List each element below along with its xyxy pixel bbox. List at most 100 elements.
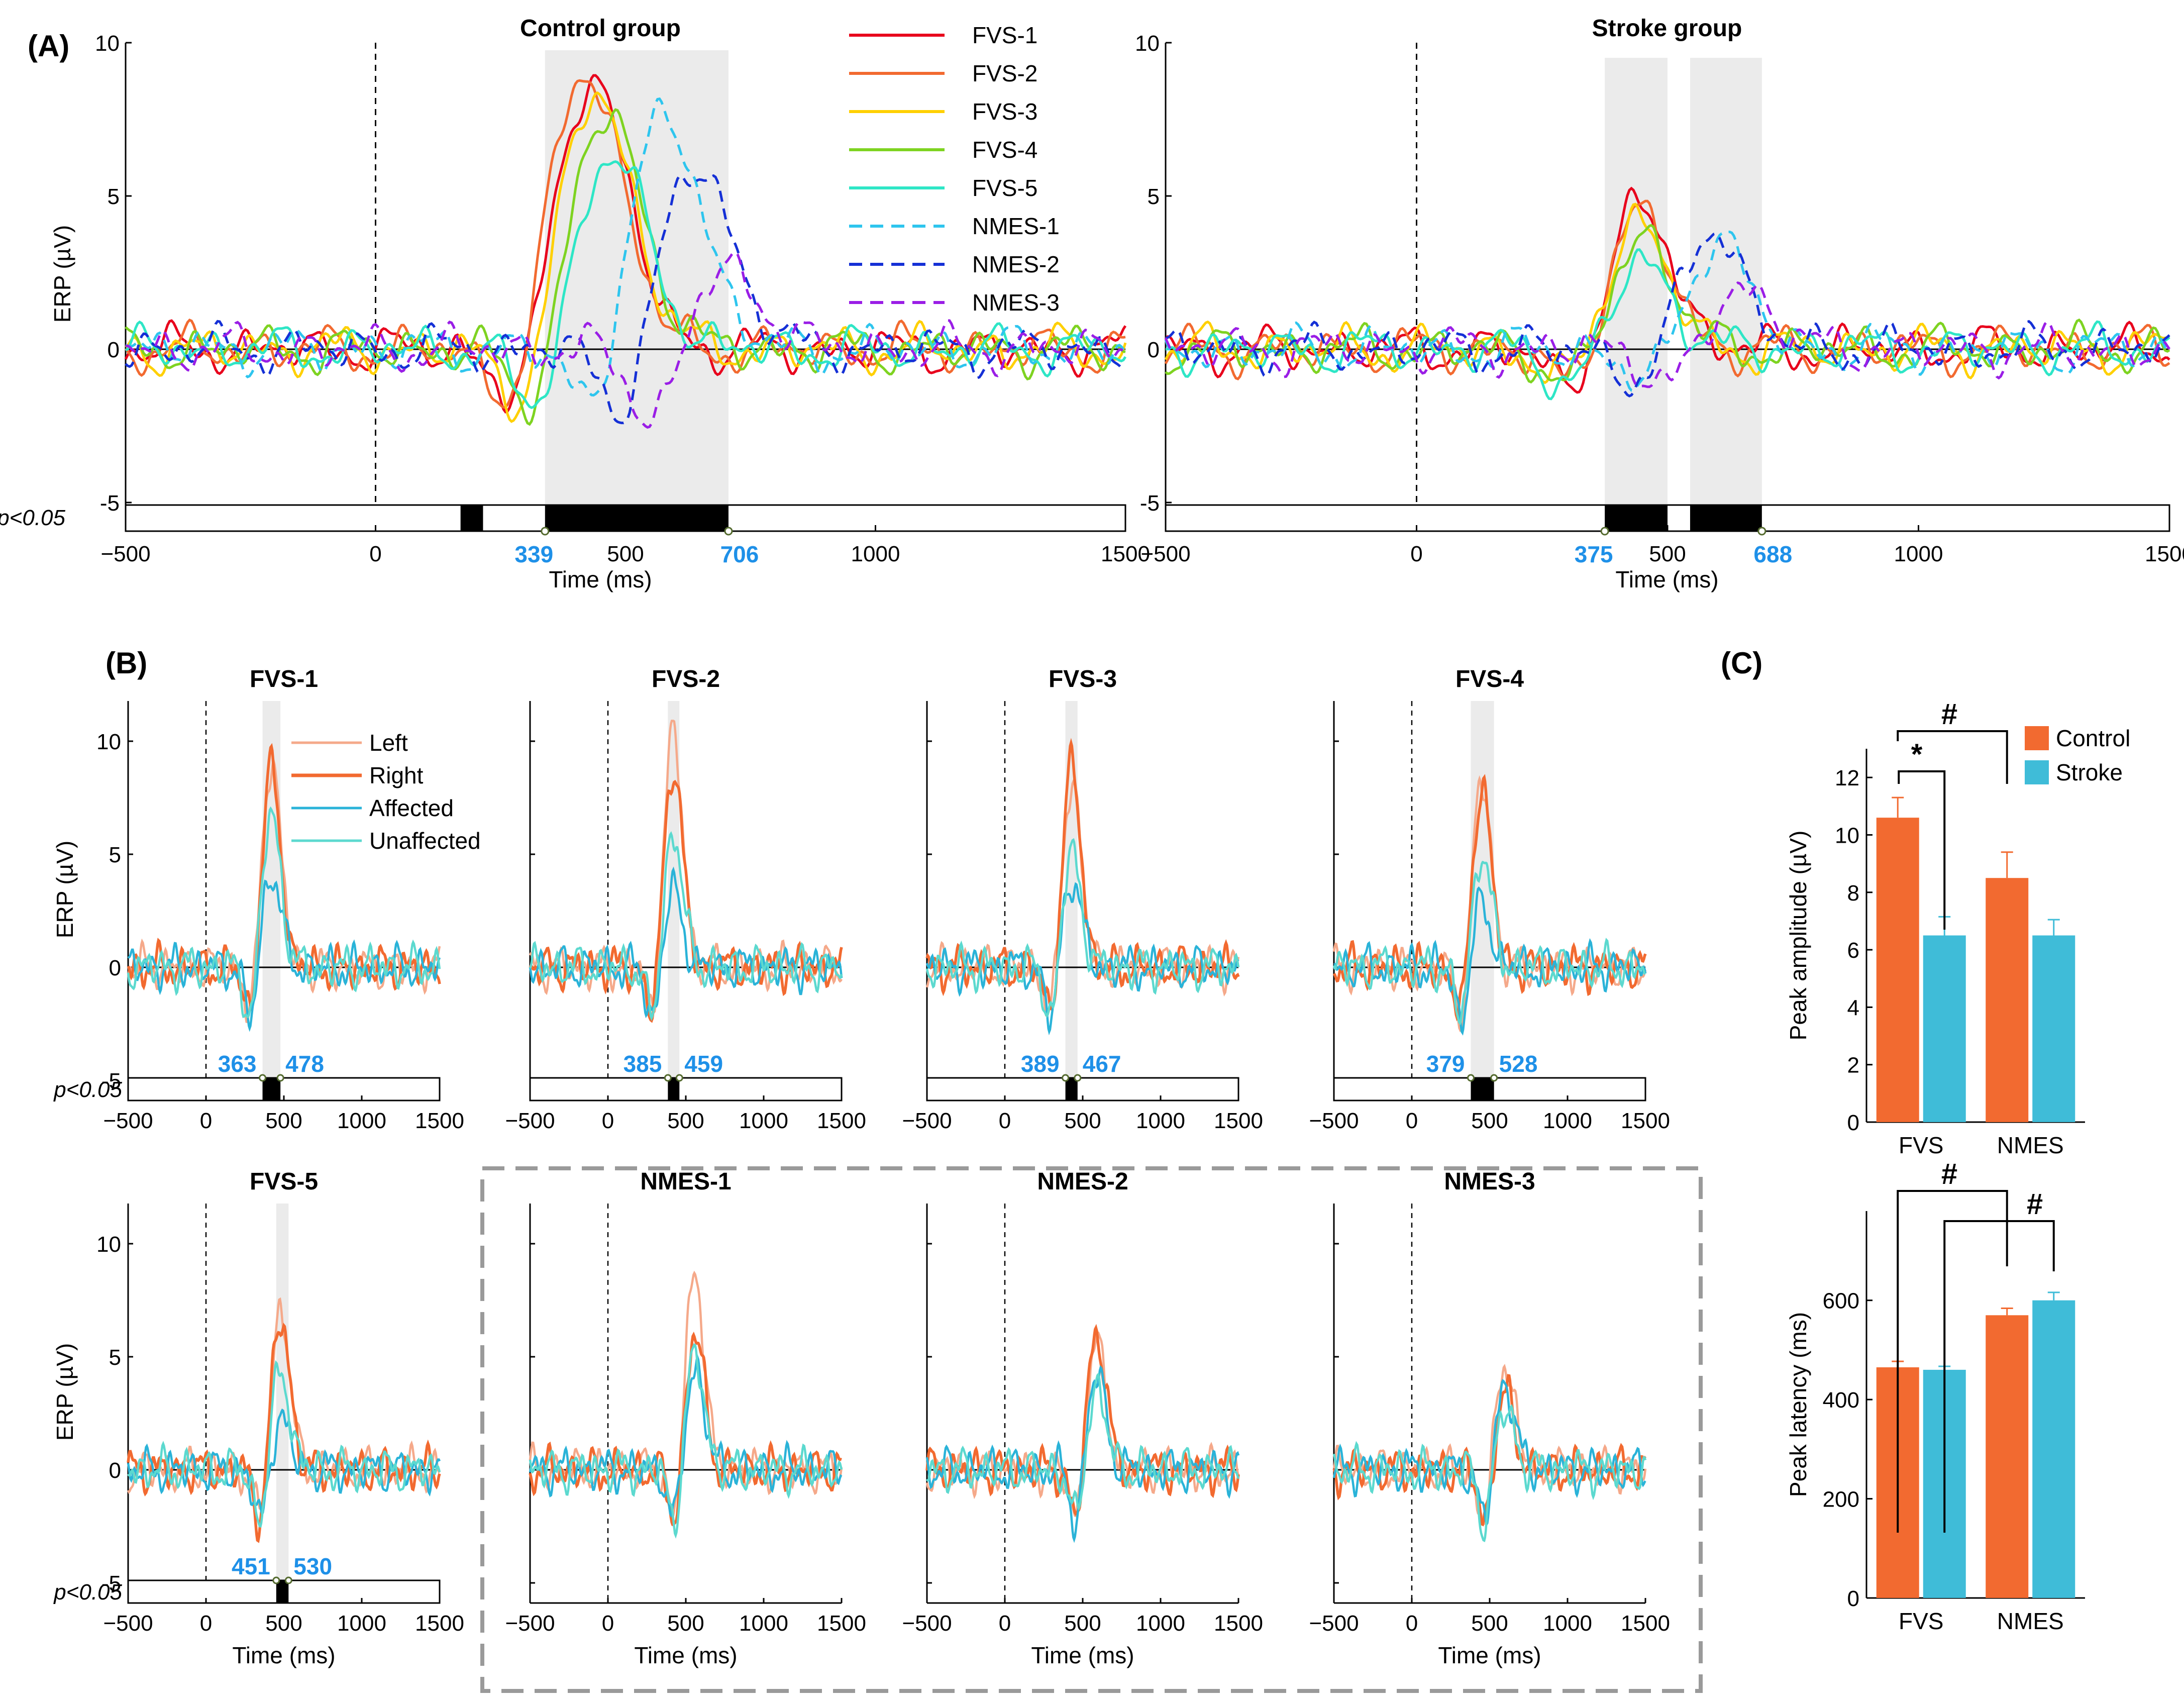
- y-tick-label: 0: [109, 956, 121, 980]
- sig-label: 530: [293, 1553, 332, 1579]
- x-axis-label: Time (ms): [634, 1642, 737, 1668]
- sig-marker: [1074, 1074, 1082, 1082]
- x-tick-label: 500: [1064, 1611, 1101, 1636]
- sig-label: 363: [218, 1051, 257, 1077]
- sig-label: 451: [232, 1553, 270, 1579]
- sig-label: 375: [1575, 541, 1613, 567]
- x-tick-label: FVS: [1899, 1132, 1943, 1158]
- x-tick-label: −500: [902, 1109, 952, 1133]
- legend-a: FVS-1 FVS-2 FVS-3 FVS-4 FVS-5 NMES-1 NMES-2 NME…: [849, 22, 1060, 316]
- series-affected: [127, 1408, 441, 1517]
- x-tick-label: 1000: [1543, 1109, 1592, 1133]
- chart-title: FVS-3: [1049, 666, 1117, 692]
- x-tick-label: 500: [1064, 1109, 1101, 1133]
- x-tick-label: 0: [999, 1611, 1011, 1636]
- legend-c-swatch: [2025, 726, 2049, 750]
- bar-control-nmes: [1986, 1315, 2029, 1598]
- significance-bar: [460, 505, 483, 531]
- sig-label: 688: [1753, 541, 1792, 567]
- x-tick-label: 1000: [1543, 1611, 1592, 1636]
- x-axis-label: Time (ms): [1031, 1642, 1134, 1668]
- legend-c: Control Stroke: [2025, 725, 2130, 785]
- bar-stroke-fvs: [1923, 935, 1966, 1122]
- significance-bar: [1065, 1078, 1078, 1100]
- y-tick-label: 600: [1823, 1289, 1859, 1314]
- significance-bar: [545, 505, 729, 531]
- x-tick-label: 1000: [739, 1611, 788, 1636]
- significance-shade: [276, 1204, 289, 1580]
- x-tick-label: 1500: [817, 1109, 866, 1133]
- legend-a-label: FVS-1: [972, 22, 1037, 48]
- y-tick-label: 5: [109, 843, 121, 867]
- chart-title: FVS-1: [250, 666, 318, 692]
- x-tick-label: −500: [1309, 1109, 1359, 1133]
- significance-marker: #: [1941, 698, 1957, 731]
- y-tick-label: 0: [1148, 338, 1160, 362]
- series-fvs-4: [125, 108, 1126, 426]
- y-axis-label: ERP (µV): [52, 1343, 78, 1441]
- y-tick-label: -5: [101, 1571, 121, 1596]
- sig-marker: [664, 1074, 672, 1082]
- series-nmes-3: [125, 250, 1127, 429]
- y-tick-label: 10: [96, 730, 121, 754]
- x-tick-label: 500: [265, 1109, 302, 1133]
- panel-c-latency: 0 200 400 600 Peak latency (ms) FVS NMES # #: [1785, 1158, 2085, 1634]
- significance-bar: [668, 1078, 680, 1100]
- legend-a-label: NMES-2: [972, 251, 1060, 277]
- y-tick-label: 8: [1847, 881, 1859, 906]
- bar-control-nmes: [1986, 878, 2029, 1122]
- y-tick-label: 10: [1835, 823, 1859, 848]
- x-tick-label: 0: [602, 1109, 614, 1133]
- x-tick-label: −500: [902, 1611, 952, 1636]
- y-tick-label: 2: [1847, 1053, 1859, 1078]
- x-tick-label: FVS: [1899, 1608, 1943, 1634]
- panel-b-fvs-3: FVS-3 389 467 −500 0 500 1000 1500: [902, 666, 1263, 1133]
- series-fvs-2: [1164, 199, 2170, 381]
- y-tick-label: 5: [108, 184, 120, 209]
- bar-control-fvs: [1876, 818, 1919, 1122]
- y-tick-label: 5: [109, 1345, 121, 1370]
- y-tick-label: 12: [1835, 766, 1859, 790]
- significance-bar: [262, 1078, 281, 1100]
- significance-shade: [1690, 58, 1762, 505]
- significance-bracket: [1897, 730, 2008, 784]
- bar-stroke-nmes: [2032, 935, 2075, 1122]
- panel-b-nmes-1: NMES-1 −500 0 500 1000 1500 Time (ms): [505, 1168, 866, 1668]
- significance-bracket: [1898, 770, 1946, 930]
- x-tick-label: 500: [667, 1611, 704, 1636]
- series-unaffected: [127, 1360, 441, 1528]
- chart-title: NMES-3: [1444, 1168, 1535, 1195]
- series-nmes-3: [1164, 281, 2171, 388]
- sig-marker: [272, 1576, 280, 1584]
- x-tick-label: 0: [1406, 1109, 1418, 1133]
- series-nmes-1: [1164, 230, 2170, 392]
- series-nmes-1: [125, 97, 1127, 397]
- significance-shade: [545, 50, 729, 505]
- x-tick-label: −500: [103, 1109, 153, 1133]
- y-tick-label: 0: [109, 1458, 121, 1483]
- x-tick-label: 1500: [1214, 1611, 1263, 1636]
- sig-marker: [675, 1074, 683, 1082]
- series-right: [127, 1322, 441, 1543]
- y-tick-label: 0: [108, 338, 120, 362]
- series-unaffected: [529, 831, 843, 1021]
- y-axis-label: ERP (µV): [49, 225, 75, 323]
- y-tick-label: 0: [1847, 1111, 1859, 1135]
- significance-bar: [1605, 505, 1668, 531]
- panel-label-a: (A): [28, 29, 69, 63]
- legend-a-label: FVS-2: [972, 60, 1037, 86]
- series-unaffected: [926, 1372, 1240, 1511]
- x-tick-label: 1500: [817, 1611, 866, 1636]
- x-tick-label: 0: [999, 1109, 1011, 1133]
- significance-marker: #: [2027, 1188, 2043, 1221]
- y-axis-label: Peak amplitude (µV): [1785, 831, 1811, 1041]
- x-axis-label: Time (ms): [1438, 1642, 1541, 1668]
- sig-label: 467: [1083, 1051, 1121, 1077]
- sig-marker: [541, 527, 550, 536]
- x-tick-label: 0: [200, 1109, 212, 1133]
- sig-marker: [1600, 527, 1609, 536]
- panel-b-fvs-1: -5 0 5 10 ERP (µV) FVS-1 363 478 p<0.05 −500 0 500 1…: [52, 666, 464, 1133]
- y-tick-label: 10: [1135, 31, 1160, 56]
- nmes-group-box: [480, 1166, 1703, 1693]
- sig-label: 459: [684, 1051, 723, 1077]
